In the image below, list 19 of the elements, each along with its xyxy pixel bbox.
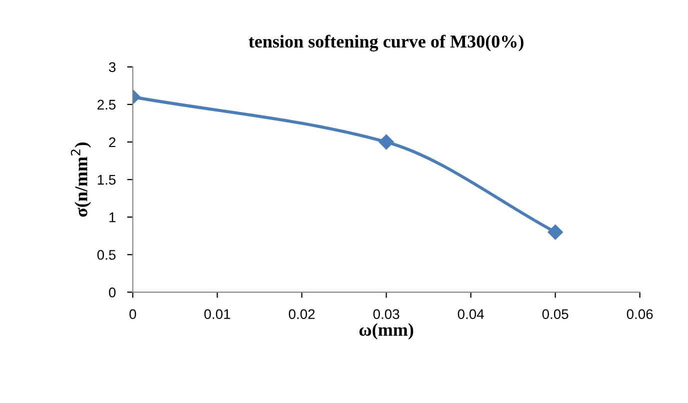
y-tick-label: 1 bbox=[109, 212, 116, 222]
x-tick-label: 0.03 bbox=[373, 309, 400, 320]
y-tick-label: 2 bbox=[109, 137, 116, 148]
x-axis-title: ω(mm) bbox=[359, 323, 414, 340]
chart-title: tension softening curve of M30(0%) bbox=[248, 34, 524, 52]
point bbox=[378, 134, 394, 150]
y-axis-title: σ(n/mm$^{2}$) bbox=[70, 142, 91, 217]
y-tick-label: 3 bbox=[108, 62, 116, 72]
x-tick-label: 0.06 bbox=[626, 309, 653, 320]
x-tick-label: 0 bbox=[129, 309, 136, 320]
x-tick-label: 0.04 bbox=[458, 309, 484, 320]
y-tick-label: 0 bbox=[108, 288, 116, 298]
x-tick-label: 0.02 bbox=[288, 309, 315, 320]
x-tick-label: 0.05 bbox=[542, 309, 568, 320]
x-tick-label: 0.01 bbox=[204, 309, 230, 320]
point bbox=[548, 224, 563, 240]
y-tick-label: 1.5 bbox=[98, 175, 116, 185]
y-tick-label: 0.5 bbox=[97, 250, 116, 260]
y-tick-label: 2.5 bbox=[98, 100, 116, 110]
